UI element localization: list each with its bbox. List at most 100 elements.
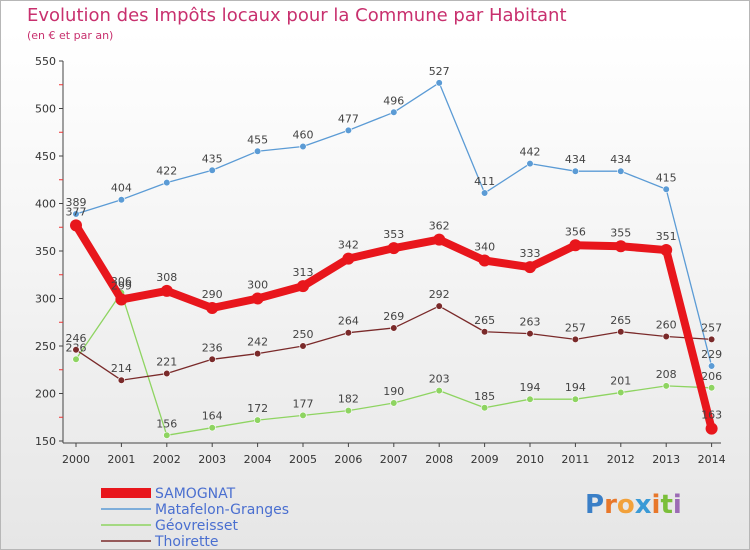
legend-label: Matafelon-Granges: [155, 502, 289, 518]
data-label: 340: [474, 241, 495, 254]
data-point: [117, 376, 125, 384]
data-label: 477: [338, 112, 359, 125]
data-label: 460: [293, 129, 314, 142]
data-point: [526, 330, 534, 338]
data-point: [70, 219, 82, 232]
data-point: [569, 239, 582, 252]
data-label: 300: [247, 279, 268, 292]
data-point: [435, 387, 443, 395]
data-point: [662, 382, 670, 390]
data-point: [526, 160, 534, 168]
data-point: [617, 328, 625, 336]
data-point: [707, 335, 716, 343]
logo-letter: i: [672, 490, 682, 520]
y-tick-label: 300: [35, 293, 56, 306]
data-label: 299: [111, 279, 132, 292]
x-tick-label: 2006: [334, 453, 362, 466]
data-point: [208, 166, 216, 174]
data-point: [390, 399, 398, 407]
data-label: 313: [293, 266, 314, 279]
data-label: 201: [610, 375, 631, 388]
data-point: [571, 335, 580, 343]
data-point: [524, 261, 536, 274]
data-label: 229: [701, 348, 722, 361]
data-point: [617, 388, 625, 397]
data-label: 163: [701, 409, 722, 422]
x-tick-label: 2010: [516, 453, 544, 466]
data-point: [481, 189, 489, 197]
logo-letter: o: [616, 490, 635, 520]
data-point: [251, 292, 264, 305]
data-label: 185: [474, 390, 495, 403]
data-label: 527: [429, 65, 450, 78]
data-label: 194: [565, 381, 586, 394]
data-point: [433, 233, 446, 246]
y-tick-label: 250: [35, 340, 56, 353]
data-label: 190: [383, 385, 404, 398]
data-point: [481, 328, 489, 336]
proxiti-logo: Proxiti: [585, 490, 682, 520]
y-tick-label: 200: [35, 388, 56, 401]
x-tick-label: 2000: [62, 453, 90, 466]
legend-label: Géovreisset: [155, 518, 238, 534]
data-point: [117, 196, 125, 204]
data-label: 177: [293, 397, 314, 410]
data-label: 434: [565, 153, 586, 166]
x-tick-label: 2012: [607, 453, 635, 466]
data-point: [390, 324, 398, 332]
data-point: [299, 411, 307, 419]
data-label: 182: [338, 393, 359, 406]
data-label: 353: [383, 228, 404, 241]
y-tick-label: 500: [35, 103, 56, 116]
x-tick-label: 2002: [153, 453, 181, 466]
data-point: [344, 329, 353, 337]
logo-letter: t: [660, 490, 673, 520]
y-tick-label: 400: [35, 198, 56, 211]
data-point: [662, 332, 670, 341]
chart-subtitle: (en € et par an): [27, 29, 114, 42]
data-label: 362: [429, 220, 450, 233]
data-label: 214: [111, 362, 132, 375]
x-tick-label: 2003: [198, 453, 226, 466]
data-label: 156: [156, 417, 177, 430]
data-point: [72, 210, 80, 218]
data-point: [571, 167, 580, 175]
data-label: 377: [66, 205, 87, 218]
data-point: [208, 424, 216, 432]
data-label: 206: [701, 370, 722, 383]
data-label: 333: [520, 247, 541, 260]
logo-letter: x: [634, 490, 652, 520]
data-label: 265: [610, 314, 631, 327]
data-label: 292: [429, 288, 450, 301]
logo-letter: P: [585, 490, 605, 520]
data-point: [707, 362, 716, 370]
x-tick-label: 2004: [244, 453, 272, 466]
data-label: 242: [247, 336, 268, 349]
y-tick-label: 550: [35, 55, 56, 68]
chart-title: Evolution des Impôts locaux pour la Comm…: [27, 5, 567, 26]
logo-letter: r: [604, 490, 617, 520]
data-point: [344, 126, 353, 134]
data-point: [163, 431, 171, 439]
data-point: [254, 147, 262, 155]
data-point: [435, 302, 443, 310]
data-point: [617, 167, 625, 175]
data-label: 265: [474, 314, 495, 327]
data-point: [299, 342, 307, 350]
data-point: [297, 280, 309, 293]
data-label: 221: [156, 356, 177, 369]
data-point: [481, 404, 489, 412]
data-point: [254, 350, 262, 358]
y-tick-label: 450: [35, 150, 56, 163]
x-tick-label: 2005: [289, 453, 317, 466]
data-point: [571, 395, 580, 403]
data-label: 172: [247, 402, 268, 415]
data-point: [387, 242, 400, 255]
data-label: 264: [338, 315, 359, 328]
data-label: 455: [247, 133, 268, 146]
data-point: [206, 302, 219, 314]
data-label: 496: [383, 94, 404, 107]
data-point: [390, 108, 398, 116]
